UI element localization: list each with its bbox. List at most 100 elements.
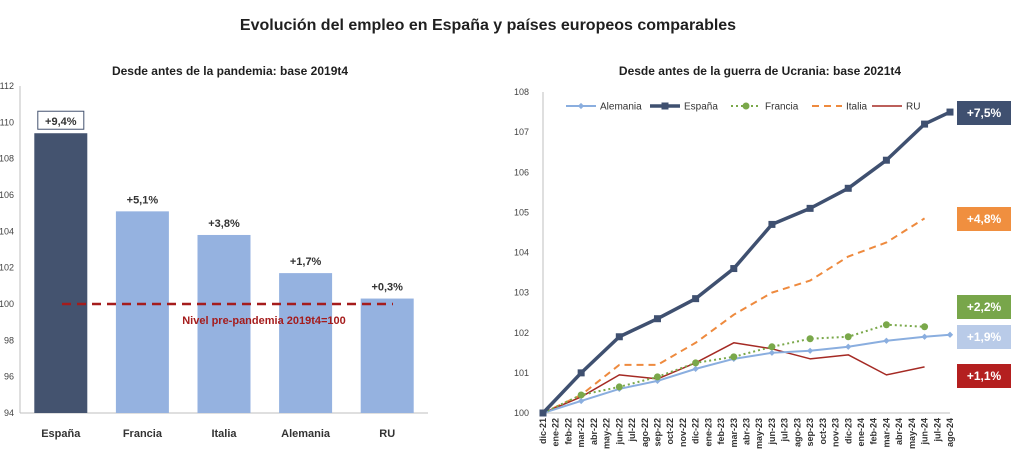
- series-line-ru: [542, 342, 925, 414]
- x-tick-label: abr-22: [589, 418, 599, 445]
- x-tick-label: feb-22: [563, 418, 573, 445]
- bar-espana: [34, 133, 88, 413]
- series-point-espana: [653, 315, 661, 323]
- bar-francia: [115, 211, 169, 413]
- x-tick-label: nov-22: [678, 418, 688, 447]
- series-point-francia: [692, 359, 700, 367]
- x-tick-label: jun-22: [614, 418, 624, 446]
- x-tick-label: feb-23: [716, 418, 726, 445]
- x-tick-label: nov-23: [831, 418, 841, 447]
- bar-category-label: RU: [379, 428, 395, 440]
- series-point-alemania: [806, 347, 814, 354]
- series-point-espana: [730, 265, 738, 273]
- series-point-espana: [539, 409, 547, 417]
- x-tick-label: ene-23: [703, 418, 713, 447]
- end-label-francia: +2,2%: [957, 295, 1011, 319]
- line-y-tick-label: 104: [514, 248, 529, 258]
- x-tick-label: abr-23: [742, 418, 752, 445]
- bar-data-label: +1,7%: [290, 256, 322, 268]
- series-point-espana: [882, 156, 890, 164]
- x-tick-label: may-24: [907, 418, 917, 449]
- line-chart-title: Desde antes de la guerra de Ucrania: bas…: [618, 64, 902, 78]
- series-point-espana: [844, 184, 852, 192]
- line-y-tick-label: 106: [514, 167, 529, 177]
- x-tick-label: ago-23: [792, 418, 802, 447]
- x-tick-label: mar-22: [576, 418, 586, 448]
- series-line-francia: [542, 323, 925, 414]
- series-point-alemania: [921, 333, 928, 340]
- x-tick-label: oct-22: [665, 418, 675, 445]
- x-tick-label: ago-24: [945, 418, 955, 447]
- series-point-alemania: [845, 343, 852, 350]
- end-label-alemania: +1,9%: [957, 325, 1011, 349]
- legend-marker: [742, 102, 750, 110]
- x-tick-label: mar-24: [881, 418, 891, 448]
- line-y-tick-label: 105: [514, 207, 529, 217]
- x-tick-label: dic-22: [691, 418, 701, 444]
- series-point-francia: [768, 343, 776, 351]
- x-tick-label: jun-23: [767, 418, 777, 446]
- page-title: Evolución del empleo en España y países …: [239, 17, 737, 34]
- line-y-tick-label: 100: [514, 408, 529, 418]
- series-point-francia: [806, 335, 814, 343]
- bar-italia: [197, 234, 251, 413]
- series-point-francia: [730, 353, 738, 361]
- legend-label: España: [684, 102, 718, 113]
- bar-y-tick-label: 108: [0, 154, 14, 164]
- bar-category-label: Alemania: [281, 428, 331, 440]
- series-point-francia: [577, 391, 585, 399]
- series-point-francia: [844, 333, 852, 341]
- bar-y-tick-label: 94: [4, 408, 14, 418]
- bar-y-tick-label: 100: [0, 299, 14, 309]
- x-tick-label: jul-22: [627, 418, 637, 443]
- series-point-espana: [806, 204, 814, 212]
- bar-data-label: +9,4%: [45, 116, 77, 128]
- bar-alemania: [279, 273, 333, 413]
- series-point-alemania: [883, 337, 890, 344]
- bar-chart-title: Desde antes de la pandemia: base 2019t4: [111, 64, 349, 78]
- legend-label: Alemania: [600, 102, 642, 113]
- legend-marker: [661, 102, 669, 110]
- x-tick-label: ene-24: [856, 418, 866, 447]
- line-y-tick-label: 102: [514, 328, 529, 338]
- bar-data-label-box: [37, 110, 85, 130]
- series-point-francia: [921, 323, 929, 331]
- bar-y-tick-label: 104: [0, 226, 14, 236]
- bar-ru: [360, 298, 414, 413]
- x-tick-label: feb-24: [869, 418, 879, 445]
- series-point-espana: [692, 295, 700, 303]
- bar-category-label: España: [41, 428, 81, 440]
- series-point-francia: [615, 383, 623, 391]
- legend-label: RU: [906, 102, 920, 113]
- legend-marker: [577, 102, 585, 110]
- x-tick-label: may-22: [602, 418, 612, 449]
- line-y-tick-label: 107: [514, 127, 529, 137]
- x-tick-label: jul-24: [932, 418, 942, 443]
- bar-data-label: +0,3%: [371, 282, 403, 294]
- x-tick-label: sep-23: [805, 418, 815, 447]
- end-label-italia: +4,8%: [957, 207, 1011, 231]
- bar-y-tick-label: 98: [4, 335, 14, 345]
- bar-data-label: +3,8%: [208, 218, 240, 230]
- x-tick-label: mar-23: [729, 418, 739, 448]
- series-line-alemania: [542, 333, 951, 414]
- x-tick-label: oct-23: [818, 418, 828, 445]
- bar-y-tick-label: 112: [0, 81, 14, 91]
- x-tick-label: jul-23: [780, 418, 790, 443]
- x-tick-label: sep-22: [652, 418, 662, 447]
- line-y-tick-label: 101: [514, 368, 529, 378]
- series-point-alemania: [946, 331, 954, 338]
- series-point-francia: [882, 321, 890, 329]
- bar-data-label: +5,1%: [127, 194, 159, 206]
- series-line-italia: [542, 217, 926, 414]
- bar-y-tick-label: 102: [0, 263, 14, 273]
- x-tick-label: abr-24: [894, 418, 904, 445]
- line-y-tick-label: 103: [514, 288, 529, 298]
- series-point-espana: [946, 108, 954, 116]
- x-tick-label: ene-22: [551, 418, 561, 447]
- line-y-tick-label: 108: [514, 87, 529, 97]
- x-tick-label: dic-21: [538, 418, 548, 444]
- legend-label: Italia: [846, 102, 868, 113]
- x-tick-label: jun-24: [920, 418, 930, 446]
